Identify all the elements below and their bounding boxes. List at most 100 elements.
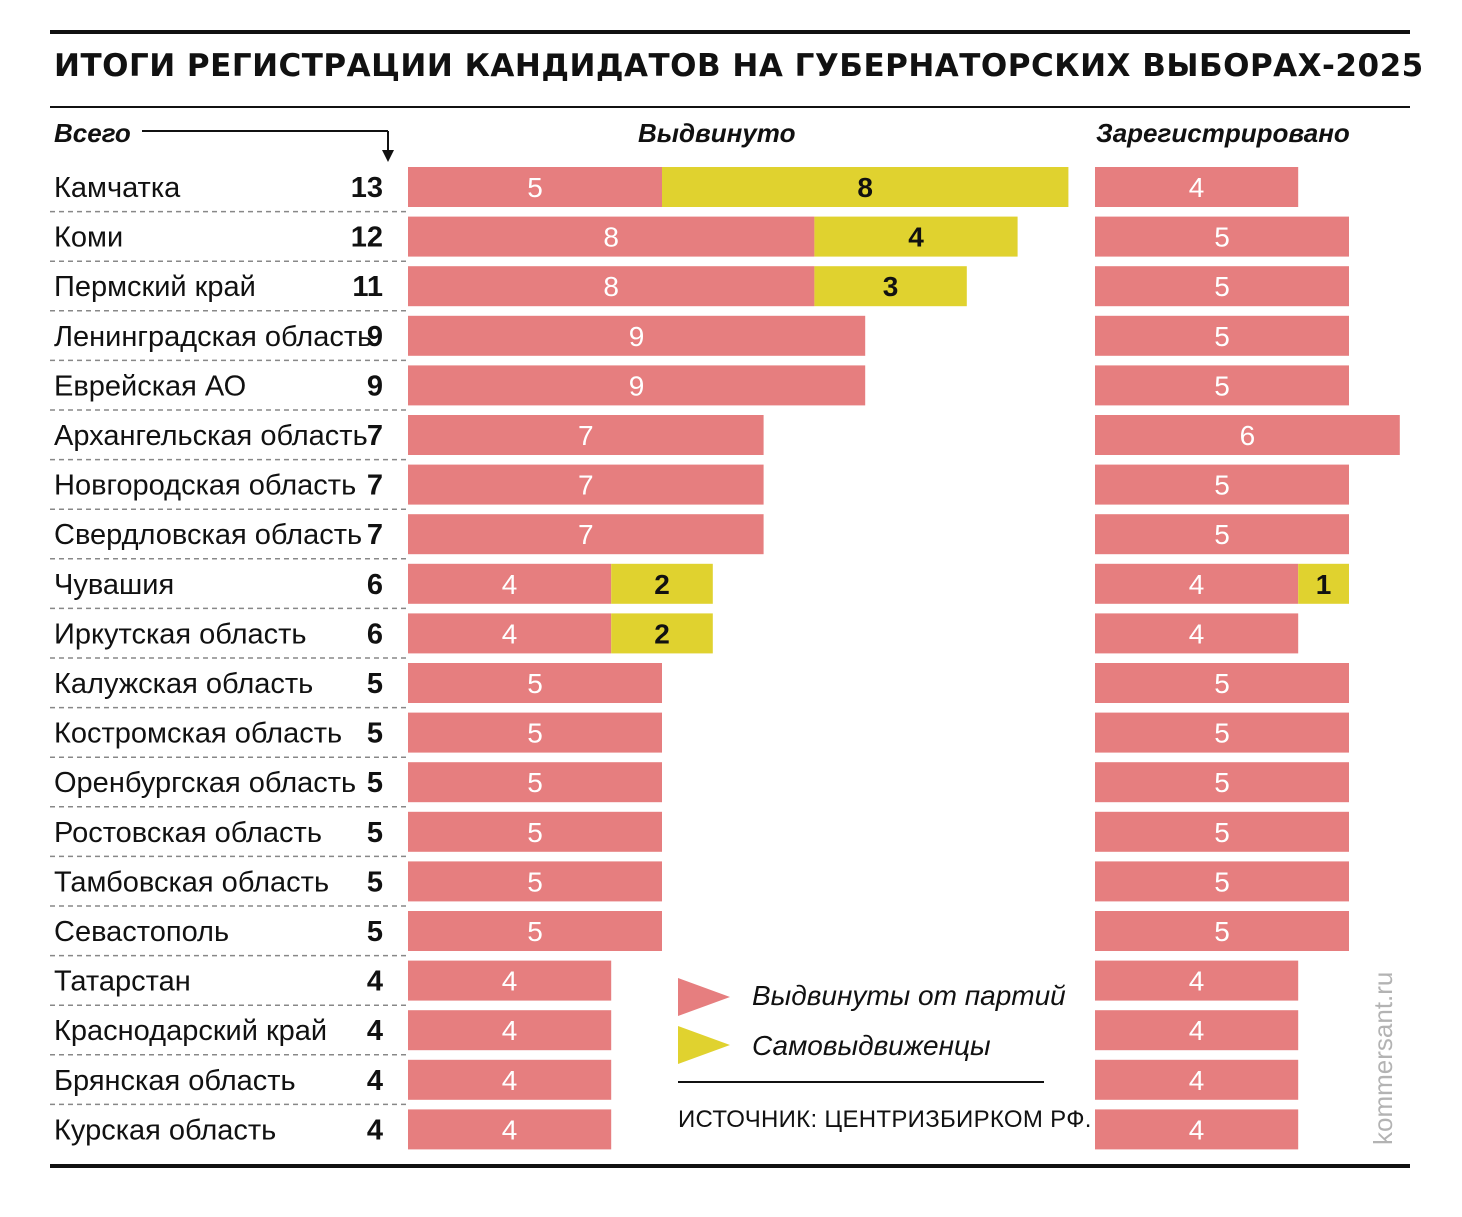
registered-party-bar (1095, 861, 1349, 902)
registered-party-bar (1095, 415, 1400, 455)
registered-party-value: 6 (1240, 420, 1256, 451)
legend-divider (678, 1081, 1044, 1083)
total-value: 5 (367, 916, 383, 948)
registered-party-value: 4 (1189, 1015, 1205, 1046)
total-value: 4 (367, 1015, 383, 1047)
registered-party-value: 5 (1214, 916, 1230, 947)
watermark: kommersant.ru (1368, 971, 1398, 1145)
registered-party-value: 5 (1214, 817, 1230, 848)
registered-party-bar (1095, 1059, 1299, 1100)
total-value: 5 (367, 767, 383, 799)
nominated-self-bar (814, 266, 967, 307)
nominated-party-bar (408, 216, 815, 257)
nominated-self-bar (814, 216, 1018, 257)
total-value: 13 (351, 172, 383, 204)
nominated-party-bar (408, 663, 662, 703)
nominated-self-value: 8 (857, 172, 873, 203)
registered-party-value: 5 (1214, 470, 1230, 501)
nominated-party-bar (408, 415, 764, 455)
total-value: 9 (367, 370, 383, 402)
region-label: Калужская область (54, 668, 313, 700)
nominated-party-bar (408, 911, 662, 951)
nominated-party-value: 4 (502, 618, 518, 649)
region-label: Костромская область (54, 718, 342, 750)
nominated-party-bar (408, 167, 662, 207)
legend-party-swatch (678, 978, 730, 1016)
nominated-party-bar (408, 266, 815, 307)
region-label: Ленинградская область (54, 321, 372, 353)
legend-self-swatch (678, 1026, 730, 1064)
registered-party-value: 5 (1214, 866, 1230, 897)
region-label: Тамбовская область (54, 866, 329, 898)
registered-party-value: 5 (1214, 668, 1230, 699)
nominated-self-value: 2 (654, 618, 670, 649)
registered-party-bar (1095, 1010, 1299, 1051)
registered-party-value: 5 (1214, 321, 1230, 352)
registered-party-value: 4 (1189, 966, 1205, 997)
total-value: 4 (367, 1114, 383, 1146)
nominated-party-bar (408, 1010, 612, 1051)
nominated-self-bar (662, 167, 1069, 207)
region-label: Иркутская область (54, 618, 307, 650)
total-value: 11 (352, 271, 383, 303)
registered-party-value: 5 (1214, 718, 1230, 749)
registered-party-value: 4 (1189, 618, 1205, 649)
nominated-self-value: 2 (654, 569, 670, 600)
registered-party-bar (1095, 613, 1299, 654)
nominated-party-value: 4 (502, 1065, 518, 1096)
nominated-party-value: 5 (527, 916, 543, 947)
registered-party-bar (1095, 663, 1349, 703)
registered-party-value: 5 (1214, 767, 1230, 798)
registered-party-bar (1095, 216, 1349, 257)
registered-party-value: 4 (1189, 1065, 1205, 1096)
registered-party-bar (1095, 167, 1299, 207)
nominated-party-bar (408, 712, 662, 753)
region-label: Брянская область (54, 1065, 296, 1097)
nominated-party-value: 9 (629, 370, 645, 401)
nominated-party-value: 4 (502, 966, 518, 997)
registered-party-value: 4 (1189, 172, 1205, 203)
legend-self-label: Самовыдвиженцы (752, 1030, 991, 1061)
nominated-party-bar (408, 1109, 612, 1150)
registered-self-bar (1298, 563, 1349, 604)
registered-party-value: 5 (1214, 519, 1230, 550)
region-label: Камчатка (54, 172, 181, 204)
registered-column-header: Зарегистрировано (1096, 118, 1350, 148)
region-label: Еврейская АО (54, 370, 246, 402)
registered-party-bar (1095, 1109, 1299, 1150)
top-rule (50, 30, 1410, 34)
total-value: 9 (367, 321, 383, 353)
nominated-party-value: 5 (527, 817, 543, 848)
registered-party-bar (1095, 464, 1349, 505)
nominated-party-bar (408, 960, 612, 1001)
total-value: 4 (367, 1065, 383, 1097)
registered-party-bar (1095, 514, 1349, 555)
nominated-party-value: 5 (527, 668, 543, 699)
total-value: 6 (367, 569, 383, 601)
nominated-party-bar (408, 861, 662, 902)
nominated-party-value: 4 (502, 1114, 518, 1145)
nominated-party-bar (408, 365, 866, 406)
nominated-party-bar (408, 613, 612, 654)
total-column-header: Всего (54, 118, 131, 148)
nominated-party-value: 5 (527, 866, 543, 897)
region-label: Коми (54, 222, 123, 254)
header-rule (50, 106, 1410, 108)
bottom-rule (50, 1164, 1410, 1168)
region-label: Свердловская область (54, 519, 362, 551)
total-value: 7 (367, 519, 383, 551)
nominated-party-value: 4 (502, 1015, 518, 1046)
registered-party-bar (1095, 911, 1349, 951)
nominated-party-value: 5 (527, 172, 543, 203)
nominated-party-value: 7 (578, 519, 594, 550)
region-label: Краснодарский край (54, 1015, 327, 1047)
nominated-self-value: 3 (883, 271, 899, 302)
region-label: Пермский край (54, 271, 256, 303)
total-value: 7 (367, 420, 383, 452)
registered-party-bar (1095, 960, 1299, 1001)
nominated-party-value: 7 (578, 470, 594, 501)
nominated-party-value: 8 (603, 271, 619, 302)
total-arrow-head (382, 150, 394, 162)
registered-party-bar (1095, 712, 1349, 753)
region-label: Курская область (54, 1114, 276, 1146)
